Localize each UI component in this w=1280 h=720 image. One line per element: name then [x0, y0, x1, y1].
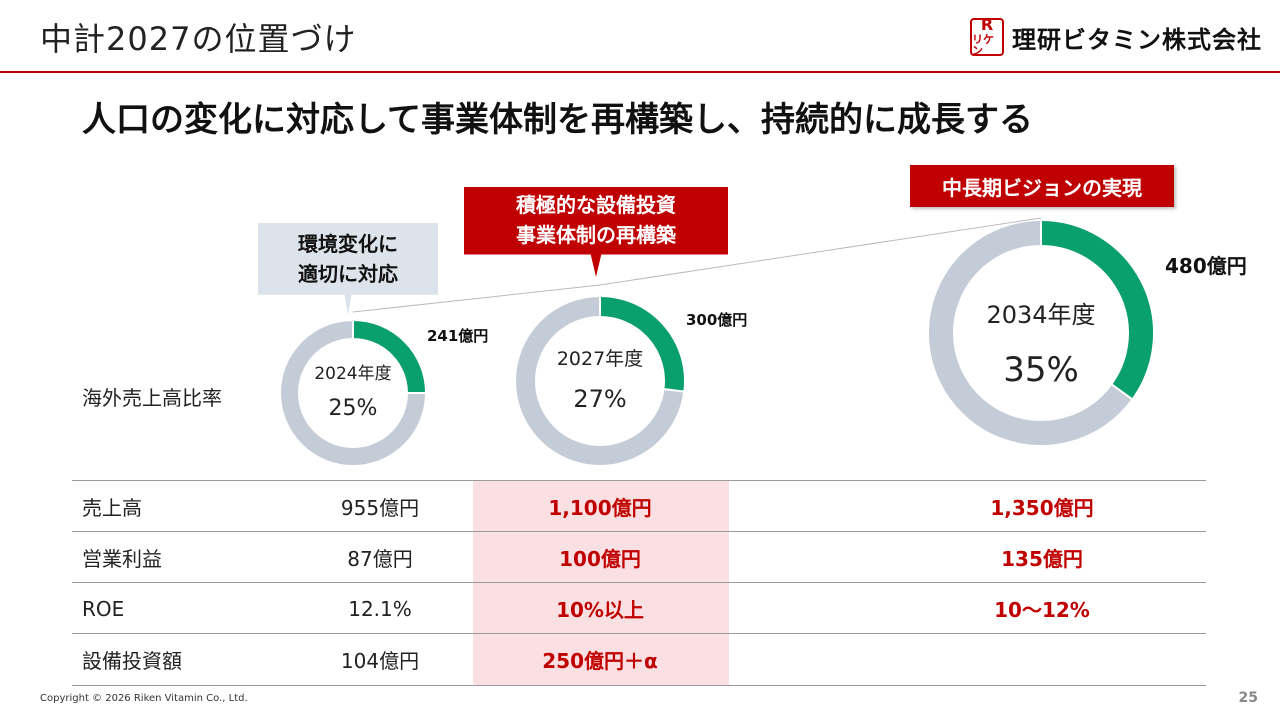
donut-percent-label: 35%	[1003, 350, 1079, 390]
donut-overseas-slice	[352, 321, 425, 394]
overseas-ratio-label: 海外売上高比率	[82, 386, 222, 410]
logo-mark: R リケン	[970, 16, 1004, 58]
table-row: 設備投資額 104億円 250億円＋α	[72, 633, 1206, 686]
table-row: ROE 12.1% 10%以上 10～12%	[72, 582, 1206, 634]
callout-invest-line-1: 積極的な設備投資	[516, 193, 676, 217]
callout-adapt-line-1: 環境変化に	[298, 232, 398, 256]
cell-2034	[952, 634, 1132, 685]
callout-invest-line-2: 事業体制の再構築	[516, 223, 676, 247]
donut-overseas-slice	[599, 297, 684, 392]
logo-mark-text: リケン	[972, 32, 994, 58]
header-divider	[0, 71, 1280, 73]
page-number: 25	[1238, 690, 1258, 706]
cell-2024: 955億円	[340, 496, 420, 520]
cell-2034: 10～12%	[994, 598, 1090, 622]
donut-year-label: 2027年度	[557, 348, 643, 370]
donut-amount-label: 241億円	[427, 327, 488, 345]
cell-2027: 100億円	[559, 547, 641, 571]
callout-adapt-line-2: 適切に対応	[298, 262, 398, 286]
table-row: 売上高 955億円 1,100億円 1,350億円	[72, 480, 1206, 532]
donut-slice-separator	[1110, 383, 1134, 401]
donut-year-label: 2024年度	[314, 364, 391, 384]
plan-2027-highlight	[473, 481, 729, 685]
donut-year-label: 2034年度	[986, 301, 1095, 329]
slide-heading: 人口の変化に対応して事業体制を再構築し、持続的に成長する	[82, 100, 1033, 140]
table-row: 営業利益 87億円 100億円 135億円	[72, 531, 1206, 583]
cell-2034: 1,350億円	[990, 496, 1094, 520]
cell-2034: 135億円	[1001, 547, 1083, 571]
cell-2024: 87億円	[347, 547, 413, 571]
donut-overseas-slice	[1040, 221, 1153, 399]
donut-percent-label: 25%	[329, 396, 378, 421]
cell-2027: 1,100億円	[548, 496, 652, 520]
page-title: 中計2027の位置づけ	[40, 20, 357, 58]
connector-line	[352, 284, 601, 313]
company-logo: R リケン 理研ビタミン株式会社	[970, 16, 1262, 58]
callout-vision: 中長期ビジョンの実現	[910, 165, 1174, 207]
table-row-label: 営業利益	[82, 547, 162, 571]
donut-amount-label: 480億円	[1165, 254, 1247, 278]
copyright: Copyright © 2026 Riken Vitamin Co., Ltd.	[40, 693, 248, 704]
donut-amount-label: 300億円	[686, 311, 747, 329]
cell-2024: 12.1%	[348, 596, 412, 621]
donut-percent-label: 27%	[573, 385, 626, 413]
logo-text: 理研ビタミン株式会社	[1012, 25, 1262, 54]
table-row-label: ROE	[82, 596, 125, 621]
donut-slice-separator	[663, 388, 685, 393]
table-row-label: 設備投資額	[82, 649, 182, 673]
cell-2024: 104億円	[340, 649, 420, 673]
connector-line	[599, 217, 1042, 286]
cell-2027: 10%以上	[556, 598, 644, 622]
table-row-label: 売上高	[82, 496, 142, 520]
cell-2027: 250億円＋α	[542, 649, 658, 673]
